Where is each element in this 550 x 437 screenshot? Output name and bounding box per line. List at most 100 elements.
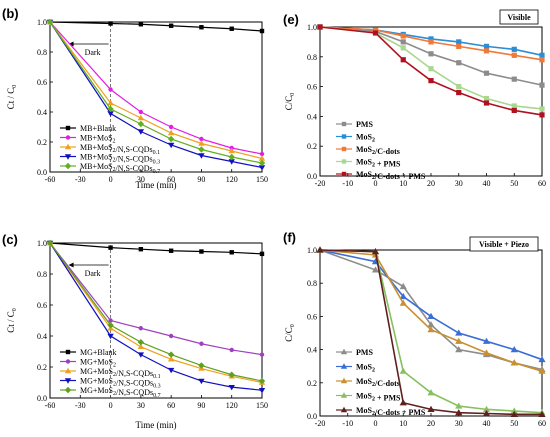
x-tick-label: 120 [226,401,238,410]
legend-entry: MoS2/C-dots + PMS [356,170,426,181]
y-tick-label: 0.8 [307,279,317,288]
series-line [319,249,542,416]
legend-marker [64,386,72,394]
legend-marker [64,367,72,374]
data-point [483,43,490,49]
arrow-head-icon [68,262,74,268]
legend-marker [65,349,71,355]
data-point [168,248,174,253]
data-point [483,95,490,102]
x-tick-label: -20 [315,419,326,428]
legend-marker [340,377,348,384]
data-point [510,359,518,366]
y-axis-label: Ct / C0 [6,85,18,110]
plot-frame [49,21,263,173]
legend-entry: MoS2 [356,363,375,374]
data-point [137,114,145,121]
data-point [538,410,546,417]
y-axis-label: Ct / C0 [6,308,18,333]
x-tick-label: 30 [455,419,463,428]
legend-marker [64,154,72,160]
x-tick-label: 60 [538,419,546,428]
data-point [483,48,490,54]
x-axis-label: Time (min) [136,420,177,430]
data-point [167,135,175,143]
x-axis-label: Time (min) [136,180,177,190]
legend-entry: MoS2 + PMS [356,158,401,169]
x-tick-label: 90 [197,401,205,410]
legend-entry: MoS2/C-dots + PMS [356,406,426,417]
data-point [427,321,435,328]
data-point [107,99,114,106]
legend-marker [341,121,347,127]
data-point [108,318,113,323]
legend-entry: MG+Blank [80,348,117,357]
legend-marker [340,363,348,369]
data-point [399,299,407,306]
data-point [258,159,266,167]
data-point [456,84,462,90]
y-tick-label: 1.0 [307,246,317,255]
data-point [258,155,266,161]
legend-marker [65,125,71,131]
condition-tag-box [469,236,539,252]
data-point [137,129,145,135]
x-tick-label: 30 [137,175,145,184]
plot-frame [49,242,263,399]
panel-label: (b) [2,6,19,21]
data-point [138,109,144,115]
x-tick-label: 20 [427,419,435,428]
series-line [319,249,543,414]
series-line [319,249,543,371]
chart-panel-f: (f) -20 -10 0 10 20 30 40 50 60 0.0 0.2 0.4 0.6 0.8 1.0… [283,230,546,428]
data-point [455,337,463,344]
data-point [138,22,144,27]
legend-entry: MG+MoS2/N,S-CQDs0.7 [80,386,161,399]
data-point [228,147,235,154]
data-point [259,151,265,157]
legend-marker [64,143,72,150]
legend-entry: MG+MoS2/N,S-CQDs0.3 [80,377,161,390]
condition-tag-box [499,9,539,25]
legend-marker [340,348,348,355]
y-tick-label: 0.0 [307,172,317,181]
y-axis-label: C/C0 [284,93,296,111]
data-point [167,367,175,374]
data-point [108,87,113,92]
data-point [168,333,174,339]
series-line [319,249,543,372]
y-tick-label: 0.6 [307,83,317,92]
data-point [107,105,114,113]
data-point [399,367,407,374]
data-point [482,337,491,344]
y-tick-label: 1.0 [307,23,317,32]
legend-entry: MB+MoS2 [80,134,116,145]
y-tick-label: 0.4 [307,112,317,121]
data-point [510,407,518,414]
data-point [428,36,434,42]
y-tick-label: 1.0 [37,18,47,27]
data-point [199,341,204,346]
x-tick-label: 90 [197,175,205,184]
y-tick-label: 0.6 [37,301,47,310]
x-tick-label: 10 [399,419,407,428]
y-tick-label: 1.0 [37,239,47,248]
legend-marker [65,135,71,140]
data-point [371,248,380,255]
data-point [456,60,462,66]
legend-marker [64,378,72,384]
legend-entry: MB+MoS2/N,S-CQDs0.3 [80,153,160,166]
series-line [319,249,543,361]
data-point [400,57,406,63]
x-tick-label: 30 [137,401,145,410]
x-tick-label: 40 [483,419,491,428]
data-point [107,321,114,329]
y-tick-label: 0.8 [37,270,47,279]
legend-marker [341,159,347,164]
data-point [167,142,175,149]
data-point [259,251,265,257]
data-point [428,78,434,84]
data-point [510,346,518,353]
data-point [316,246,324,253]
data-point [455,402,463,409]
